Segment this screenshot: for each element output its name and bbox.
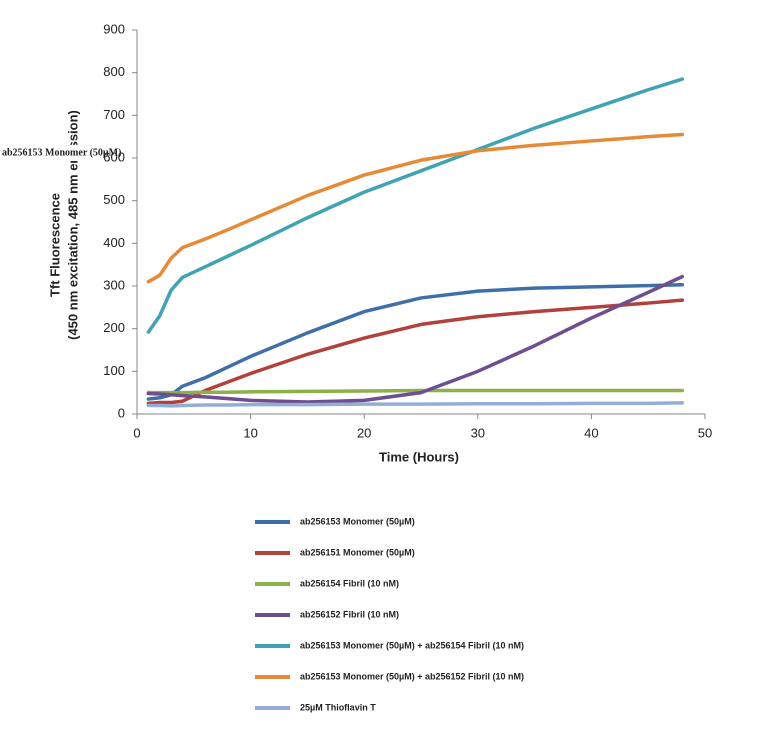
x-tick-label: 20 [357,425,371,440]
series-line [146,77,685,334]
y-tick-label: 0 [118,405,125,420]
y-axis-label: Tft Fluorescence [47,193,62,297]
y-tick-label: 700 [103,107,125,122]
y-tick-label: 400 [103,235,125,250]
series-line [146,274,685,404]
series-line [146,298,685,406]
y-tick-label: 200 [103,320,125,335]
y-tick-label: 100 [103,363,125,378]
legend-label: 25µM Thioflavin T [300,702,376,712]
y-tick-label: 900 [103,21,125,36]
series-line [146,388,685,395]
x-tick-label: 40 [584,425,598,440]
x-tick-label: 50 [698,425,712,440]
legend-label: ab256152 Fibril (10 nM) [300,609,399,619]
y-tick-label: 800 [103,64,125,79]
legend-label: ab256153 Monomer (50µM) + ab256154 Fibri… [300,640,524,650]
x-tick-label: 30 [471,425,485,440]
legend-label: ab256153 Monomer (50µM) [300,516,415,526]
legend-label: ab256154 Fibril (10 nM) [300,578,399,588]
legend-label: ab256151 Monomer (50µM) [300,547,415,557]
x-axis-label: Time (Hours) [379,449,459,464]
legend-label: ab256153 Monomer (50µM) + ab256152 Fibri… [300,671,524,681]
y-tick-label: 600 [103,149,125,164]
x-tick-label: 0 [133,425,140,440]
annotation: ab256153 Monomer (50µM) [2,147,121,158]
y-axis-label: (450 nm excitation, 485 nm emission) [65,110,80,340]
x-tick-label: 10 [243,425,257,440]
series-line [146,401,685,408]
series-line [146,132,685,284]
y-tick-label: 500 [103,192,125,207]
annotation-bg [0,145,128,161]
y-tick-label: 300 [103,277,125,292]
